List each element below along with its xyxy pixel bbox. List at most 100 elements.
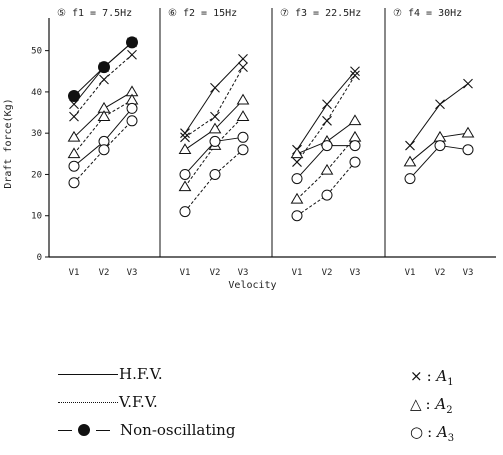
- marker-x-b: [238, 54, 248, 64]
- series-segment: [326, 75, 356, 122]
- y-tick-label: 30: [31, 129, 42, 139]
- series-segment: [214, 66, 244, 117]
- x-tick-label: V2: [210, 268, 221, 278]
- legend-a2-symbol: △: [410, 395, 422, 413]
- marker-circle: [126, 115, 138, 127]
- panel-title: ⑦ f3 = 22.5Hz: [280, 8, 361, 19]
- legend: H.F.V. V.F.V. Non-oscillating ×: A1 △: A…: [0, 360, 503, 455]
- series-segment: [103, 120, 133, 151]
- legend-a1-sub: 1: [447, 377, 454, 388]
- legend-vfv: V.F.V.: [58, 393, 158, 411]
- marker-triangle: [403, 155, 417, 167]
- y-tick-label: 10: [31, 212, 42, 222]
- marker-x-b: [350, 70, 360, 81]
- y-axis-label: Draft force(Kg): [3, 98, 14, 188]
- legend-a3-colon: :: [427, 423, 433, 441]
- series-segment: [326, 161, 356, 196]
- legend-vfv-line: [58, 401, 118, 403]
- marker-triangle: [178, 143, 192, 155]
- marker-circle: [126, 102, 138, 114]
- marker-circle: [291, 173, 303, 185]
- legend-a1-symbol: ×: [410, 367, 423, 385]
- series-segment: [73, 79, 105, 117]
- series-segment: [103, 42, 133, 68]
- marker-triangle: [320, 163, 334, 175]
- legend-nonosc-line-left: [58, 429, 72, 431]
- marker-circle: [462, 144, 474, 156]
- marker-circle: [321, 189, 333, 201]
- marker-circle: [349, 156, 361, 168]
- legend-nonosc-line-right: [96, 429, 110, 431]
- marker-x-b: [69, 111, 79, 122]
- marker-x-b: [180, 128, 190, 139]
- series-segment: [214, 149, 244, 175]
- marker-triangle: [290, 192, 304, 204]
- y-tick-label: 50: [31, 47, 42, 57]
- panel-title: ⑦ f4 = 30Hz: [393, 8, 462, 19]
- marker-circle: [434, 140, 446, 152]
- series-segment: [409, 145, 441, 179]
- series-segment: [184, 174, 216, 212]
- legend-nonosc-marker: [78, 424, 90, 436]
- series-segment: [326, 70, 356, 105]
- x-tick-label: V2: [435, 268, 446, 278]
- series-segment: [73, 116, 105, 155]
- series-segment: [73, 141, 105, 167]
- panel-title: ⑥ f2 = 15Hz: [168, 8, 237, 19]
- series-segment: [296, 194, 328, 217]
- marker-x-b: [180, 132, 190, 143]
- series-segment: [73, 149, 105, 184]
- marker-x-b: [127, 49, 137, 60]
- marker-x-b: [322, 99, 332, 110]
- legend-nonosc-label: Non-oscillating: [120, 421, 236, 439]
- x-tick-label: V1: [180, 268, 191, 278]
- x-tick-label: V3: [463, 268, 474, 278]
- legend-hfv: H.F.V.: [58, 365, 163, 383]
- series-segment: [73, 66, 105, 97]
- y-tick-label: 40: [31, 88, 42, 98]
- marker-x-b: [350, 66, 360, 77]
- y-tick-label: 0: [37, 253, 42, 263]
- marker-x-b: [69, 99, 79, 110]
- x-tick-label: V1: [69, 268, 80, 278]
- series-segment: [184, 141, 216, 175]
- legend-a3-label: A: [436, 423, 448, 441]
- marker-x-b: [322, 115, 332, 126]
- legend-a1-label: A: [436, 367, 448, 385]
- marker-triangle: [348, 130, 362, 142]
- marker-circle: [179, 168, 191, 180]
- marker-triangle: [290, 147, 304, 159]
- panel-title: ⑤ f1 = 7.5Hz: [57, 8, 132, 19]
- legend-a1: ×: A1: [410, 367, 454, 388]
- legend-a3-sub: 3: [447, 433, 455, 444]
- y-tick-label: 20: [31, 170, 42, 180]
- series-segment: [409, 103, 441, 146]
- marker-x-b: [210, 82, 220, 93]
- series-segment: [296, 169, 328, 200]
- marker-circle: [321, 140, 333, 152]
- marker-x-b: [210, 111, 220, 122]
- marker-circle: [349, 140, 361, 152]
- x-tick-label: V3: [127, 268, 138, 278]
- marker-circle: [291, 210, 303, 222]
- marker-circle: [98, 144, 110, 156]
- marker-triangle: [208, 122, 222, 134]
- marker-circle: [209, 168, 221, 180]
- series-segment: [103, 108, 133, 142]
- series-segment: [184, 116, 216, 138]
- marker-filled: [98, 61, 110, 74]
- legend-a1-colon: :: [426, 367, 432, 385]
- marker-triangle: [178, 180, 192, 192]
- x-tick-label: V1: [292, 268, 303, 278]
- legend-nonosc: Non-oscillating: [58, 421, 235, 439]
- marker-circle: [209, 135, 221, 147]
- marker-x-b: [99, 74, 109, 85]
- x-tick-label: V2: [99, 268, 110, 278]
- x-tick-label: V3: [350, 268, 361, 278]
- legend-hfv-line: [58, 373, 118, 375]
- series-segment: [439, 132, 469, 138]
- series-segment: [184, 145, 216, 188]
- series-segment: [296, 145, 328, 179]
- series-segment: [296, 104, 328, 150]
- marker-circle: [237, 131, 249, 143]
